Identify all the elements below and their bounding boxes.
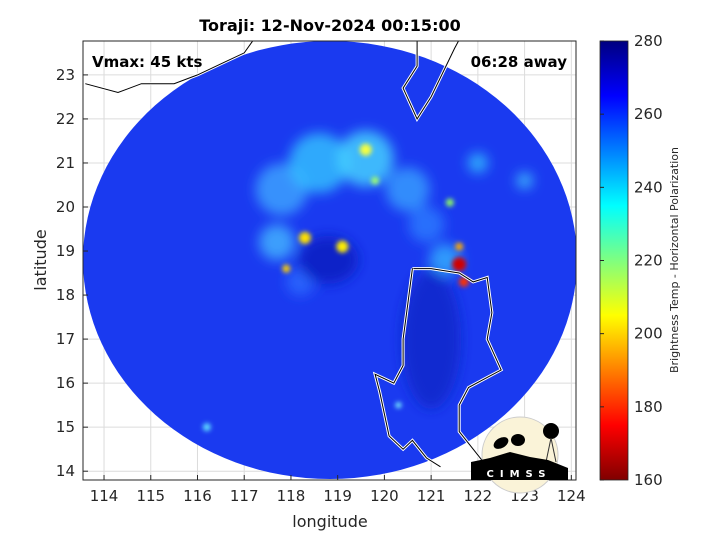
convective-cell bbox=[455, 242, 464, 251]
x-tick-label: 119 bbox=[323, 487, 352, 505]
x-tick-label: 124 bbox=[557, 487, 586, 505]
x-tick-label: 120 bbox=[370, 487, 399, 505]
colorbar-tick-label: 280 bbox=[634, 32, 663, 50]
x-tick-label: 118 bbox=[277, 487, 306, 505]
y-tick-label: 19 bbox=[56, 242, 75, 260]
rain-band bbox=[258, 224, 295, 261]
chart-title: Toraji: 12-Nov-2024 00:15:00 bbox=[199, 16, 460, 35]
rain-band bbox=[337, 130, 394, 187]
coastline bbox=[85, 41, 254, 94]
x-tick-label: 115 bbox=[136, 487, 165, 505]
colorbar-label: Brightness Temp - Horizontal Polarizatio… bbox=[668, 147, 681, 373]
rain-band bbox=[385, 167, 430, 212]
colorbar-tick-label: 160 bbox=[634, 471, 663, 489]
x-axis-label: longitude bbox=[292, 512, 367, 531]
convective-cell bbox=[395, 402, 402, 409]
convective-cell bbox=[371, 176, 380, 185]
rain-band bbox=[288, 132, 349, 193]
colorbar-tick-label: 260 bbox=[634, 105, 663, 123]
coastlines bbox=[84, 41, 504, 469]
colorbar-tick-label: 180 bbox=[634, 398, 663, 416]
y-tick-label: 23 bbox=[56, 66, 75, 84]
convective-cell bbox=[458, 276, 469, 287]
rain-band bbox=[429, 243, 462, 276]
convective-cell bbox=[282, 264, 291, 273]
convective-cell bbox=[202, 423, 211, 432]
convective-cell bbox=[359, 143, 372, 156]
y-tick-label: 17 bbox=[56, 330, 75, 348]
x-tick-label: 114 bbox=[90, 487, 119, 505]
x-tick-label: 122 bbox=[464, 487, 493, 505]
colorbar-ticks: 160 180 200 220 240 260 280 bbox=[600, 32, 663, 489]
y-tick-label: 21 bbox=[56, 154, 75, 172]
convective-cell bbox=[445, 198, 454, 207]
colorbar bbox=[599, 40, 629, 481]
coastline bbox=[402, 41, 460, 120]
y-tick-label: 14 bbox=[56, 462, 75, 480]
convective-cell bbox=[336, 240, 349, 253]
y-tick-label: 22 bbox=[56, 110, 75, 128]
y-tick-label: 15 bbox=[56, 418, 75, 436]
cimss-logo: CIMSS bbox=[471, 416, 568, 494]
colorbar-tick-label: 200 bbox=[634, 325, 663, 343]
x-tick-label: 116 bbox=[183, 487, 212, 505]
time-away-annotation: 06:28 away bbox=[471, 53, 568, 71]
vmax-annotation: Vmax: 45 kts bbox=[92, 53, 202, 71]
y-tick-label: 16 bbox=[56, 374, 75, 392]
rain-band bbox=[408, 206, 445, 243]
y-axis-label: latitude bbox=[31, 229, 50, 290]
y-tick-label: 20 bbox=[56, 198, 75, 216]
coastline bbox=[412, 268, 502, 468]
logo-text: CIMSS bbox=[487, 469, 552, 480]
coastline bbox=[374, 268, 441, 468]
colorbar-tick-label: 220 bbox=[634, 252, 663, 270]
brightness-temp-swath bbox=[83, 41, 576, 479]
colorbar-tick-label: 240 bbox=[634, 178, 663, 196]
rain-band bbox=[467, 152, 488, 173]
y-tick-label: 18 bbox=[56, 286, 75, 304]
convective-cell bbox=[298, 231, 311, 244]
x-tick-label: 121 bbox=[417, 487, 446, 505]
convective-cell bbox=[452, 257, 467, 272]
x-tick-label: 117 bbox=[230, 487, 259, 505]
rain-band bbox=[516, 172, 533, 189]
